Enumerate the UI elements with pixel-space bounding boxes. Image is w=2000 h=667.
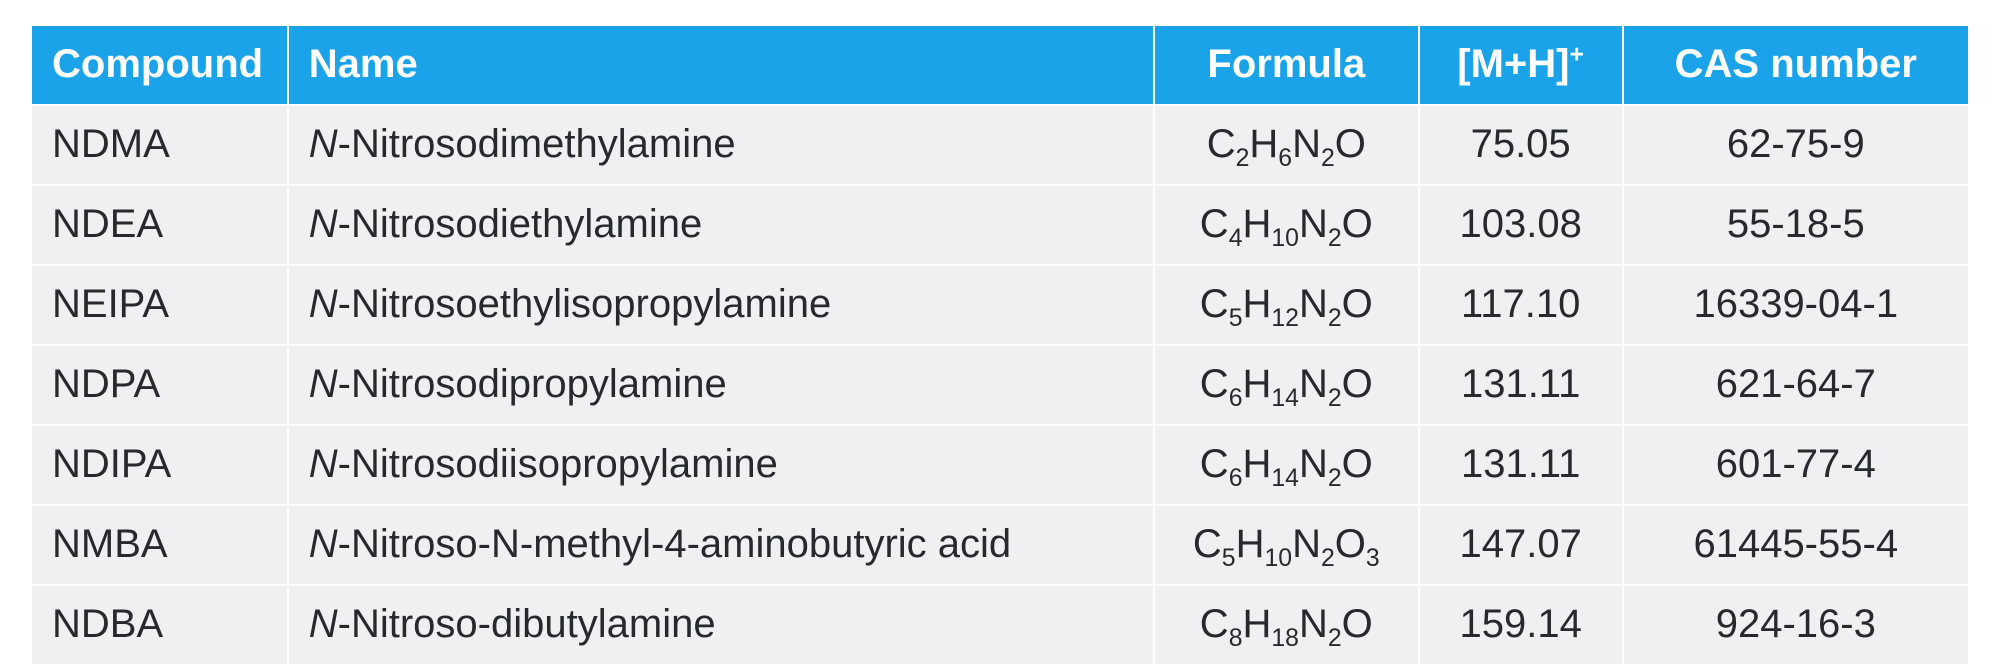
col-header-formula: Formula xyxy=(1154,25,1419,105)
cell-cas: 924-16-3 xyxy=(1623,585,1969,665)
name-italic-prefix: N xyxy=(309,522,338,566)
table-row: NDBAN-Nitroso-dibutylamineC8H18N2O159.14… xyxy=(31,585,1969,665)
name-italic-prefix: N xyxy=(309,602,338,646)
cell-name: N-Nitroso-N-methyl-4-aminobutyric acid xyxy=(288,505,1154,585)
formula-subscript: 2 xyxy=(1328,385,1342,412)
cell-cas: 621-64-7 xyxy=(1623,345,1969,425)
table-row: NDPAN-NitrosodipropylamineC6H14N2O131.11… xyxy=(31,345,1969,425)
cell-cas: 601-77-4 xyxy=(1623,425,1969,505)
cell-cas: 55-18-5 xyxy=(1623,185,1969,265)
formula-subscript: 14 xyxy=(1271,465,1299,492)
formula-subscript: 6 xyxy=(1229,465,1243,492)
mh-label-text: [M+H] xyxy=(1457,42,1569,86)
col-header-compound: Compound xyxy=(31,25,288,105)
cell-name: N-Nitrosodimethylamine xyxy=(288,105,1154,185)
cell-compound: NMBA xyxy=(31,505,288,585)
cell-formula: C6H14N2O xyxy=(1154,345,1419,425)
cell-cas: 61445-55-4 xyxy=(1623,505,1969,585)
nitrosamine-table: Compound Name Formula [M+H]+ CAS number … xyxy=(30,24,1970,666)
cell-name: N-Nitroso-dibutylamine xyxy=(288,585,1154,665)
table-body: NDMAN-NitrosodimethylamineC2H6N2O75.0562… xyxy=(31,105,1969,665)
cell-mh: 147.07 xyxy=(1419,505,1623,585)
formula-subscript: 5 xyxy=(1222,545,1236,572)
table-header-row: Compound Name Formula [M+H]+ CAS number xyxy=(31,25,1969,105)
formula-subscript: 2 xyxy=(1236,145,1250,172)
formula-subscript: 2 xyxy=(1328,305,1342,332)
formula-subscript: 18 xyxy=(1271,625,1299,652)
formula-subscript: 10 xyxy=(1264,545,1292,572)
formula-subscript: 2 xyxy=(1328,225,1342,252)
cell-compound: NDMA xyxy=(31,105,288,185)
name-italic-prefix: N xyxy=(309,122,338,166)
name-italic-prefix: N xyxy=(309,202,338,246)
formula-subscript: 10 xyxy=(1271,225,1299,252)
table-row: NMBAN-Nitroso-N-methyl-4-aminobutyric ac… xyxy=(31,505,1969,585)
formula-subscript: 6 xyxy=(1278,145,1292,172)
cell-formula: C4H10N2O xyxy=(1154,185,1419,265)
formula-subscript: 8 xyxy=(1229,625,1243,652)
formula-subscript: 2 xyxy=(1328,465,1342,492)
name-italic-prefix: N xyxy=(309,362,338,406)
cell-mh: 75.05 xyxy=(1419,105,1623,185)
cell-cas: 16339-04-1 xyxy=(1623,265,1969,345)
formula-subscript: 5 xyxy=(1229,305,1243,332)
cell-mh: 103.08 xyxy=(1419,185,1623,265)
formula-subscript: 14 xyxy=(1271,385,1299,412)
name-italic-prefix: N xyxy=(309,282,338,326)
cell-compound: NDIPA xyxy=(31,425,288,505)
cell-compound: NDEA xyxy=(31,185,288,265)
cell-compound: NDPA xyxy=(31,345,288,425)
cell-compound: NEIPA xyxy=(31,265,288,345)
cell-name: N-Nitrosodipropylamine xyxy=(288,345,1154,425)
formula-subscript: 4 xyxy=(1229,225,1243,252)
name-italic-prefix: N xyxy=(309,442,338,486)
table-row: NDEAN-NitrosodiethylamineC4H10N2O103.085… xyxy=(31,185,1969,265)
cell-mh: 131.11 xyxy=(1419,425,1623,505)
cell-formula: C8H18N2O xyxy=(1154,585,1419,665)
cell-compound: NDBA xyxy=(31,585,288,665)
col-header-mh: [M+H]+ xyxy=(1419,25,1623,105)
table-row: NDMAN-NitrosodimethylamineC2H6N2O75.0562… xyxy=(31,105,1969,185)
formula-subscript: 2 xyxy=(1321,145,1335,172)
cell-name: N-Nitrosodiisopropylamine xyxy=(288,425,1154,505)
cell-formula: C5H10N2O3 xyxy=(1154,505,1419,585)
formula-subscript: 2 xyxy=(1321,545,1335,572)
formula-subscript: 6 xyxy=(1229,385,1243,412)
cell-mh: 131.11 xyxy=(1419,345,1623,425)
col-header-cas: CAS number xyxy=(1623,25,1969,105)
table-row: NEIPAN-NitrosoethylisopropylamineC5H12N2… xyxy=(31,265,1969,345)
cell-formula: C5H12N2O xyxy=(1154,265,1419,345)
cell-cas: 62-75-9 xyxy=(1623,105,1969,185)
cell-name: N-Nitrosoethylisopropylamine xyxy=(288,265,1154,345)
table-row: NDIPAN-NitrosodiisopropylamineC6H14N2O13… xyxy=(31,425,1969,505)
formula-subscript: 3 xyxy=(1366,545,1380,572)
cell-name: N-Nitrosodiethylamine xyxy=(288,185,1154,265)
cell-formula: C6H14N2O xyxy=(1154,425,1419,505)
mh-superscript-plus: + xyxy=(1570,42,1584,69)
cell-mh: 117.10 xyxy=(1419,265,1623,345)
cell-mh: 159.14 xyxy=(1419,585,1623,665)
formula-subscript: 2 xyxy=(1328,625,1342,652)
col-header-name: Name xyxy=(288,25,1154,105)
cell-formula: C2H6N2O xyxy=(1154,105,1419,185)
formula-subscript: 12 xyxy=(1271,305,1299,332)
